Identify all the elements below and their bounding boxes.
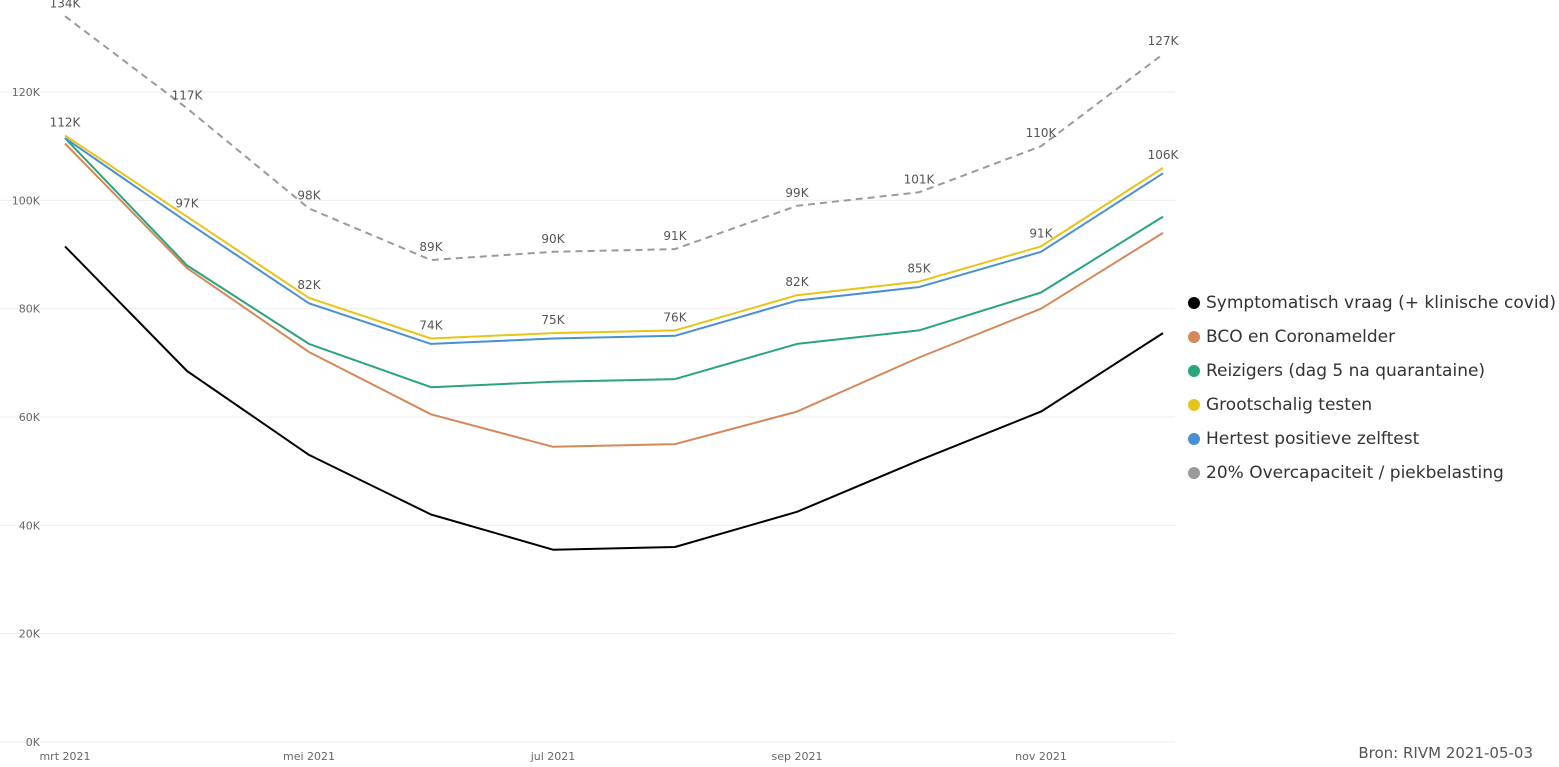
gridlines — [0, 91, 1175, 743]
series-line — [64, 245, 1164, 551]
legend-dot-icon — [1188, 433, 1200, 445]
data-label: 117K — [172, 88, 204, 102]
series-line — [64, 137, 1164, 345]
legend-dot-icon — [1188, 297, 1200, 309]
legend-item[interactable]: Reizigers (dag 5 na quarantaine) — [1188, 354, 1556, 388]
legend-label: Hertest positieve zelftest — [1206, 429, 1420, 449]
data-labels: 112K 97K 82K 74K 75K 76K 82K 85K 91K 106K 134K 117K… — [50, 0, 1180, 333]
y-tick-label: 20K — [19, 628, 41, 641]
legend-label: BCO en Coronamelder — [1206, 327, 1396, 347]
series-line — [64, 134, 1164, 340]
y-tick-label: 100K — [12, 194, 41, 207]
data-label: 106K — [1148, 148, 1180, 162]
legend-label: 20% Overcapaciteit / piekbelasting — [1206, 463, 1504, 483]
legend-label: Symptomatisch vraag (+ klinische covid) — [1206, 293, 1556, 313]
data-label: 75K — [541, 313, 565, 327]
y-axis: 0K 20K 40K 60K 80K 100K 120K — [12, 86, 41, 749]
y-tick-label: 60K — [19, 411, 41, 424]
legend-item[interactable]: BCO en Coronamelder — [1188, 320, 1556, 354]
line-chart: 0K 20K 40K 60K 80K 100K 120K mrt 2021 mei 2021 j… — [0, 0, 1180, 763]
data-label: 89K — [419, 240, 443, 254]
source-note: Bron: RIVM 2021-05-03 — [1358, 744, 1533, 762]
legend-dot-icon — [1188, 467, 1200, 479]
data-label: 82K — [297, 278, 321, 292]
y-tick-label: 0K — [26, 736, 41, 749]
legend-dot-icon — [1188, 331, 1200, 343]
y-tick-label: 80K — [19, 303, 41, 316]
legend-dot-icon — [1188, 399, 1200, 411]
x-tick-label: mrt 2021 — [39, 750, 90, 763]
data-label: 76K — [663, 310, 687, 324]
data-label: 74K — [419, 319, 443, 333]
data-label: 90K — [541, 232, 565, 246]
y-tick-label: 40K — [19, 519, 41, 532]
x-tick-label: jul 2021 — [530, 750, 576, 763]
data-label: 134K — [50, 0, 82, 10]
legend-item[interactable]: Symptomatisch vraag (+ klinische covid) — [1188, 286, 1556, 320]
legend-item[interactable]: Hertest positieve zelftest — [1188, 422, 1556, 456]
data-label: 91K — [663, 229, 687, 243]
data-label: 82K — [785, 275, 809, 289]
series-line — [64, 15, 1164, 261]
data-label: 112K — [50, 115, 82, 129]
data-label: 85K — [907, 262, 931, 276]
data-label: 110K — [1026, 126, 1058, 140]
legend-label: Reizigers (dag 5 na quarantaine) — [1206, 361, 1486, 381]
series-line — [64, 142, 1164, 448]
series-lines — [64, 15, 1164, 551]
x-axis: mrt 2021 mei 2021 jul 2021 sep 2021 nov 2021 — [39, 750, 1066, 763]
y-tick-label: 120K — [12, 86, 41, 99]
series-line — [64, 137, 1164, 389]
legend-label: Grootschalig testen — [1206, 395, 1373, 415]
legend-item[interactable]: Grootschalig testen — [1188, 388, 1556, 422]
x-tick-label: sep 2021 — [772, 750, 823, 763]
legend: Symptomatisch vraag (+ klinische covid) B… — [1188, 286, 1556, 490]
data-label: 97K — [175, 197, 199, 211]
data-label: 91K — [1029, 226, 1053, 240]
data-label: 98K — [297, 189, 321, 203]
data-label: 127K — [1148, 34, 1180, 48]
x-tick-label: nov 2021 — [1015, 750, 1067, 763]
x-tick-label: mei 2021 — [283, 750, 335, 763]
data-label: 101K — [904, 172, 936, 186]
data-label: 99K — [785, 186, 809, 200]
legend-item[interactable]: 20% Overcapaciteit / piekbelasting — [1188, 456, 1556, 490]
legend-dot-icon — [1188, 365, 1200, 377]
